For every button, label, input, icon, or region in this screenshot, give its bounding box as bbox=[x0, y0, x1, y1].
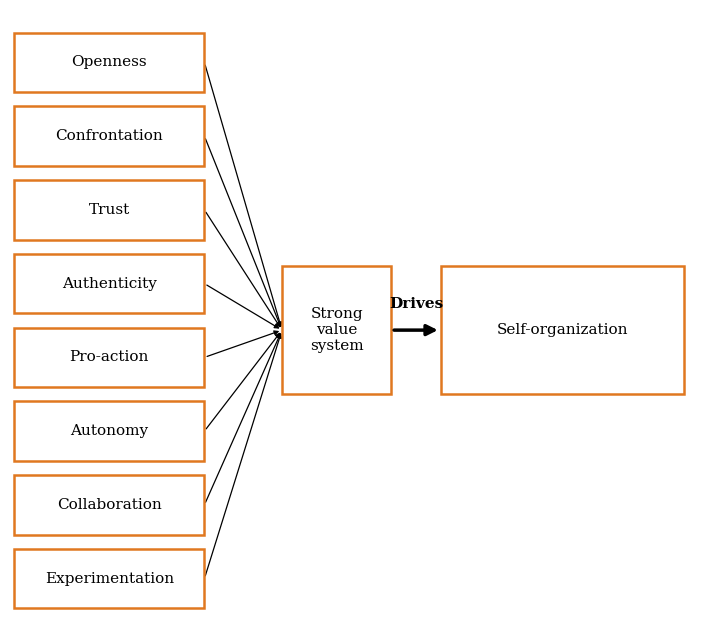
Text: Pro-action: Pro-action bbox=[70, 351, 149, 364]
Bar bbox=[14, 549, 204, 608]
Text: Authenticity: Authenticity bbox=[62, 277, 157, 290]
Bar bbox=[14, 475, 204, 535]
Text: Confrontation: Confrontation bbox=[56, 129, 163, 143]
Text: Drives: Drives bbox=[389, 297, 443, 311]
Text: Experimentation: Experimentation bbox=[44, 572, 174, 585]
Bar bbox=[441, 266, 684, 394]
Bar bbox=[14, 33, 204, 92]
Text: Collaboration: Collaboration bbox=[57, 498, 161, 512]
Bar bbox=[14, 106, 204, 166]
Text: Self-organization: Self-organization bbox=[496, 323, 628, 337]
Text: Autonomy: Autonomy bbox=[70, 424, 148, 438]
Text: Openness: Openness bbox=[71, 56, 147, 69]
Bar bbox=[14, 254, 204, 313]
Bar bbox=[14, 328, 204, 387]
Text: Strong
value
system: Strong value system bbox=[309, 307, 364, 353]
Bar bbox=[14, 401, 204, 461]
Bar bbox=[282, 266, 391, 394]
Text: Trust: Trust bbox=[89, 203, 130, 217]
Bar bbox=[14, 180, 204, 240]
